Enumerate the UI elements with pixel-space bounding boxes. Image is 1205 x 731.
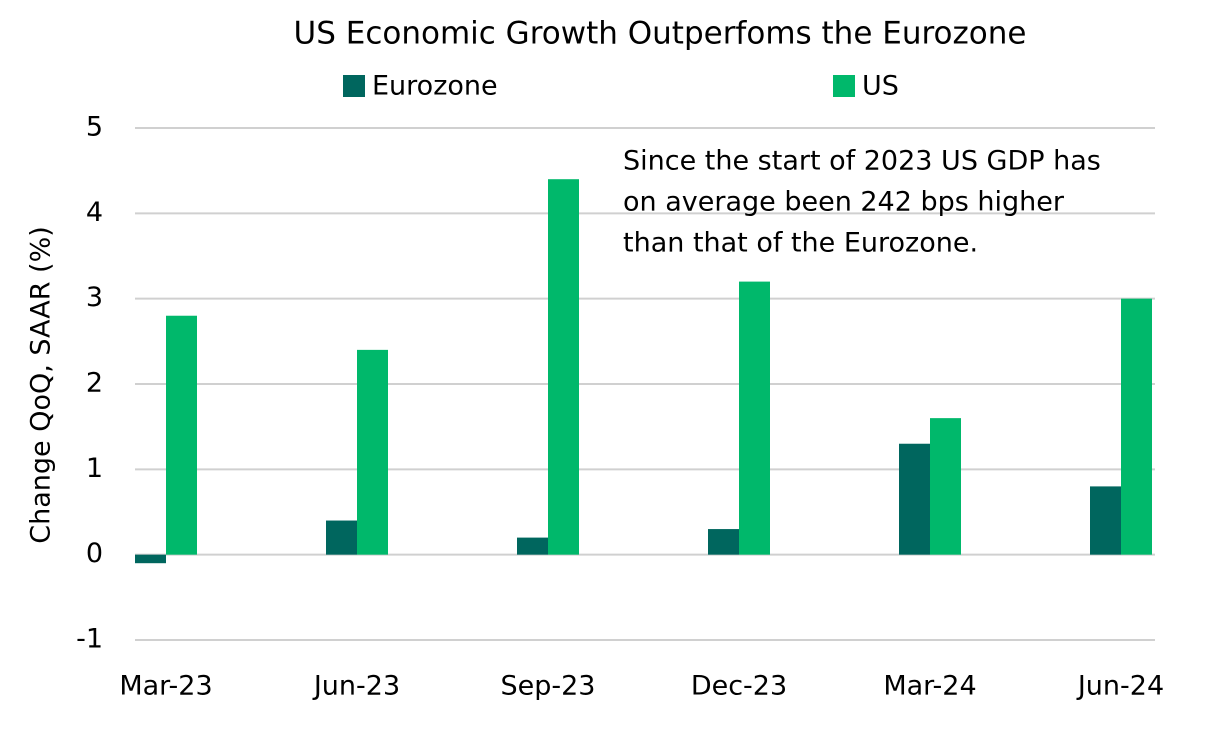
- y-tick-label: 5: [86, 112, 103, 143]
- bar: [357, 349, 388, 555]
- y-tick-label: -1: [76, 624, 103, 655]
- bar: [930, 418, 961, 555]
- x-tick-label: Jun-23: [312, 671, 400, 702]
- bar: [326, 520, 357, 555]
- y-tick-label: 1: [86, 453, 103, 484]
- y-tick-label: 3: [86, 282, 103, 313]
- y-axis-label: Change QoQ, SAAR (%): [26, 226, 57, 544]
- bar: [739, 281, 770, 555]
- x-tick-label: Mar-24: [883, 671, 976, 702]
- legend-swatch: [343, 75, 365, 97]
- y-tick-label: 2: [86, 368, 103, 399]
- x-tick-label: Mar-23: [119, 671, 212, 702]
- bar: [1121, 298, 1152, 555]
- annotation: than that of the Eurozone.: [623, 228, 978, 259]
- y-tick-label: 4: [86, 197, 103, 228]
- bar: [548, 179, 579, 555]
- annotation: on average been 242 bps higher: [623, 187, 1065, 218]
- legend-label: US: [862, 71, 899, 102]
- legend-swatch: [833, 75, 855, 97]
- bar: [517, 537, 548, 555]
- chart-title: US Economic Growth Outperfoms the Eurozo…: [294, 16, 1027, 52]
- y-tick-label: 0: [86, 538, 103, 569]
- annotation: Since the start of 2023 US GDP has: [623, 146, 1101, 177]
- x-tick-label: Jun-24: [1076, 671, 1164, 702]
- bar: [899, 443, 930, 555]
- bar: [1090, 486, 1121, 555]
- legend-label: Eurozone: [372, 71, 498, 102]
- bar: [708, 529, 739, 555]
- bar: [166, 315, 197, 555]
- bar: [135, 554, 166, 564]
- x-tick-label: Sep-23: [501, 671, 596, 702]
- x-tick-label: Dec-23: [691, 671, 787, 702]
